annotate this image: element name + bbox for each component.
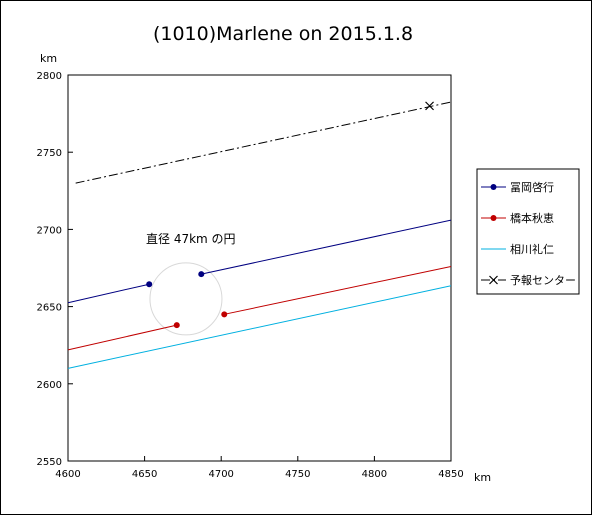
series-marker — [198, 271, 205, 278]
series-marker — [173, 322, 180, 329]
series-line — [67, 324, 177, 351]
series-marker — [425, 101, 434, 111]
series-line — [67, 283, 150, 304]
plot-area — [67, 74, 452, 462]
legend-label: 橋本秋恵 — [510, 211, 554, 225]
x-axis-label: km — [474, 471, 491, 484]
chart-marks — [67, 101, 452, 369]
chart-title: (1010)Marlene on 2015.1.8 — [153, 23, 413, 45]
x-tick-label: 4750 — [285, 469, 310, 480]
y-tick-label: 2550 — [37, 457, 62, 468]
x-tick-label: 4850 — [438, 469, 463, 480]
y-axis-label: km — [40, 52, 57, 65]
legend-label: 相川礼仁 — [510, 242, 554, 256]
diameter-circle — [149, 262, 223, 336]
series-line — [201, 219, 452, 275]
y-tick-label: 2700 — [37, 225, 62, 236]
legend-marker — [489, 275, 498, 285]
series-marker — [221, 311, 228, 318]
x-tick-label: 4800 — [362, 469, 387, 480]
legend-label: 冨岡啓行 — [510, 180, 554, 194]
series-line — [224, 265, 452, 315]
legend-label: 予報センター — [510, 274, 576, 287]
y-tick-label: 2650 — [37, 303, 62, 314]
series-line — [75, 101, 452, 184]
circle-annotation: 直径 47km の円 — [146, 232, 236, 246]
x-tick-label: 4600 — [55, 469, 80, 480]
x-tick-label: 4700 — [208, 469, 233, 480]
legend-marker — [490, 184, 497, 190]
y-tick-label: 2600 — [37, 380, 62, 391]
y-tick-label: 2750 — [37, 148, 62, 159]
series-line — [67, 285, 452, 369]
y-tick-label: 2800 — [37, 71, 62, 82]
x-tick-label: 4650 — [132, 469, 157, 480]
series-marker — [146, 281, 153, 288]
legend-marker — [490, 215, 497, 221]
